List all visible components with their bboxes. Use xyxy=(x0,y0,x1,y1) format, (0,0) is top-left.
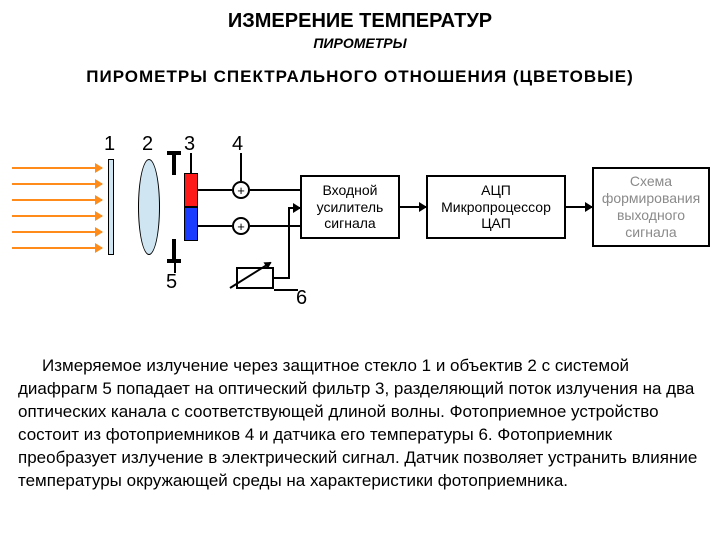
aperture-top xyxy=(172,153,176,175)
title-section: ПИРОМЕТРЫ СПЕКТРАЛЬНОГО ОТНОШЕНИЯ (ЦВЕТО… xyxy=(0,67,720,87)
radiation-ray xyxy=(12,247,102,249)
wire xyxy=(198,189,232,191)
block-output-scheme: Схема формирования выходного сигнала xyxy=(592,167,710,247)
wire xyxy=(288,207,300,209)
filter-blue xyxy=(184,207,198,241)
radiation-ray xyxy=(12,215,102,217)
wire xyxy=(198,225,232,227)
filter-red xyxy=(184,173,198,207)
radiation-ray xyxy=(12,183,102,185)
protective-glass xyxy=(108,159,114,255)
photodetector-bottom: + xyxy=(232,217,250,235)
block-adc: АЦП Микропроцессор ЦАП xyxy=(426,175,566,239)
diagram: + + Входной усилитель сигнала АЦП Микроп… xyxy=(0,107,720,347)
photodetector-top: + xyxy=(232,181,250,199)
lens xyxy=(138,159,160,255)
radiation-ray xyxy=(12,167,102,169)
title-main: ИЗМЕРЕНИЕ ТЕМПЕРАТУР xyxy=(0,10,720,33)
leader-line xyxy=(190,153,192,173)
label-1: 1 xyxy=(104,133,115,156)
title-sub: ПИРОМЕТРЫ xyxy=(0,35,720,51)
description-paragraph: Измеряемое излучение через защитное стек… xyxy=(0,355,720,493)
aperture-bottom xyxy=(172,239,176,261)
block-amplifier: Входной усилитель сигнала xyxy=(300,175,400,239)
radiation-ray xyxy=(12,199,102,201)
wire xyxy=(250,225,300,227)
aperture-cap xyxy=(167,151,181,155)
detector-symbol: + xyxy=(237,183,245,198)
detector-symbol: + xyxy=(237,219,245,234)
radiation-ray xyxy=(12,231,102,233)
label-2: 2 xyxy=(142,133,153,156)
arrow-connector xyxy=(566,206,592,208)
label-5: 5 xyxy=(166,271,177,294)
leader-line xyxy=(274,289,298,291)
wire xyxy=(288,207,290,279)
leader-line xyxy=(240,153,242,181)
wire xyxy=(250,189,300,191)
leader-line xyxy=(174,261,176,273)
arrow-connector xyxy=(400,206,426,208)
